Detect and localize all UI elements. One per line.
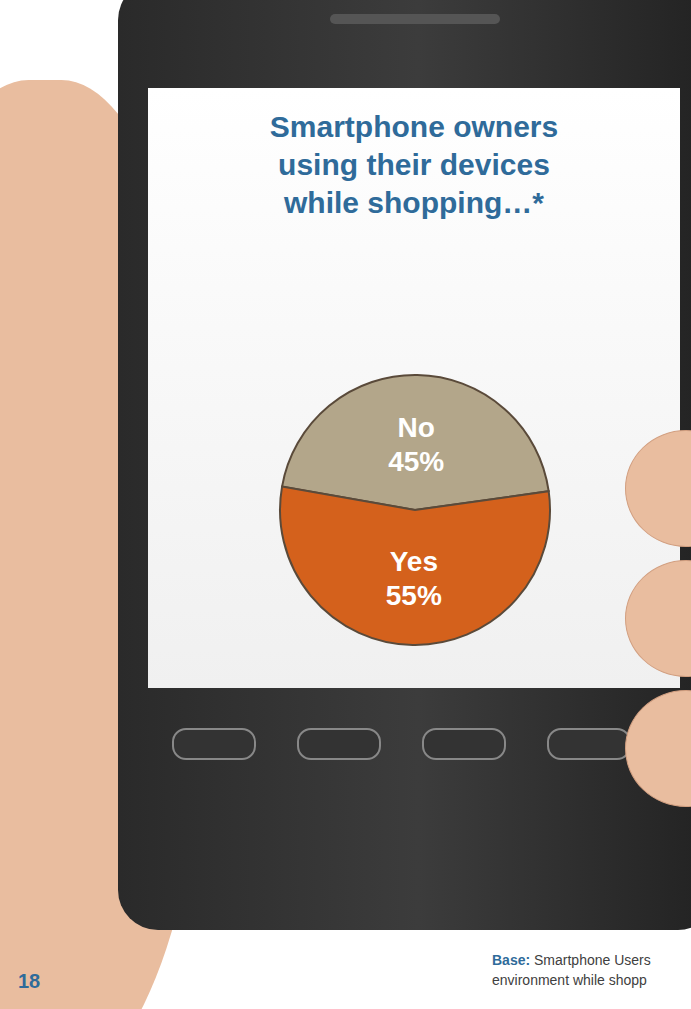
html-text:environment while shopp: environment while shopp: [492, 972, 647, 988]
html-text:18: 18: [18, 970, 41, 992]
html-text:Base: Smartphone Users: Base: Smartphone Users: [492, 952, 651, 968]
html-text:Smartphone owners using their: Smartphone owners using their devices wh…: [269, 110, 559, 219]
svg-text:Yes55%: Yes55%: [386, 546, 442, 611]
svg-text:No45%: No45%: [388, 412, 444, 477]
